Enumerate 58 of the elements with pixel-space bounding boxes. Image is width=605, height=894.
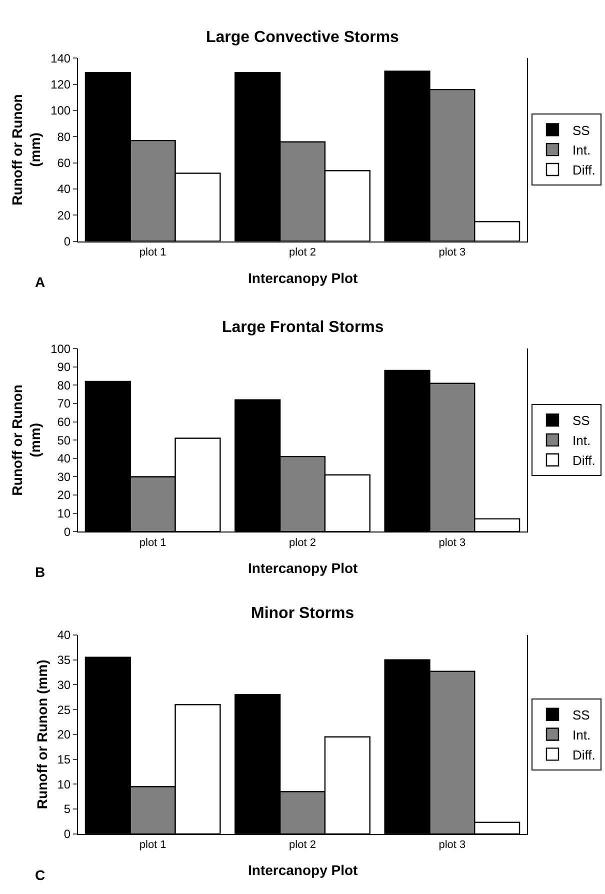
y-tick-label: 30 bbox=[57, 678, 71, 692]
legend-label: Diff. bbox=[572, 747, 596, 762]
y-axis-title: Runoff or Runon (mm) bbox=[8, 94, 44, 206]
y-tick-label: 40 bbox=[57, 452, 71, 466]
y-tick-label: 0 bbox=[64, 234, 71, 248]
y-tick-label: 90 bbox=[57, 360, 71, 374]
legend-label: Diff. bbox=[572, 162, 596, 178]
chart-title: Minor Storms bbox=[251, 605, 354, 622]
y-tick-label: 20 bbox=[57, 208, 71, 222]
y-tick-label: 120 bbox=[50, 78, 71, 92]
x-axis-title: Intercanopy Plot bbox=[248, 862, 358, 878]
x-tick-label: plot 3 bbox=[438, 536, 466, 549]
chart-title: Large Convective Storms bbox=[206, 29, 400, 46]
y-tick-label: 10 bbox=[57, 777, 71, 792]
x-tick-label: plot 1 bbox=[139, 246, 166, 258]
text: C bbox=[35, 867, 46, 883]
y-tick-label: 80 bbox=[57, 130, 71, 144]
legend-label: Int. bbox=[572, 433, 591, 448]
legend-label: SS bbox=[572, 413, 590, 428]
legend-label: SS bbox=[572, 707, 590, 722]
y-tick-label: 60 bbox=[57, 414, 71, 429]
y-tick-label: 0 bbox=[64, 524, 71, 539]
y-tick-label: 15 bbox=[57, 752, 71, 766]
legend-label: Diff. bbox=[572, 452, 596, 468]
x-tick-label: plot 2 bbox=[289, 839, 316, 852]
legend-label: SS bbox=[572, 122, 590, 138]
y-axis-title: Runoff or Runon (mm) bbox=[8, 384, 44, 496]
x-axis-title: Intercanopy Plot bbox=[248, 270, 358, 286]
x-tick-label: plot 3 bbox=[438, 839, 466, 852]
text: A bbox=[35, 274, 46, 290]
y-tick-label: 50 bbox=[57, 433, 71, 448]
y-tick-label: 70 bbox=[57, 396, 71, 411]
x-tick-label: plot 3 bbox=[438, 246, 466, 258]
text: B bbox=[35, 564, 46, 580]
y-axis-title: Runoff or Runon (mm) bbox=[34, 660, 50, 810]
y-tick-label: 20 bbox=[57, 728, 71, 742]
y-tick-label: 30 bbox=[57, 470, 71, 484]
y-tick-label: 25 bbox=[57, 702, 71, 717]
x-tick-label: plot 1 bbox=[139, 536, 166, 549]
y-tick-label: 60 bbox=[57, 156, 71, 170]
y-tick-label: 0 bbox=[64, 827, 71, 842]
chart-title: Large Frontal Storms bbox=[222, 319, 384, 336]
legend-label: Int. bbox=[572, 727, 591, 742]
y-tick-label: 40 bbox=[57, 182, 71, 196]
y-tick-label: 40 bbox=[57, 628, 71, 642]
x-tick-label: plot 2 bbox=[289, 536, 316, 549]
legend-label: Int. bbox=[572, 142, 591, 158]
y-tick-label: 35 bbox=[57, 653, 71, 668]
x-tick-label: plot 2 bbox=[289, 246, 316, 258]
y-tick-label: 80 bbox=[57, 378, 71, 392]
y-tick-label: 5 bbox=[64, 802, 71, 816]
y-tick-label: 100 bbox=[50, 342, 71, 356]
x-tick-label: plot 1 bbox=[139, 839, 166, 852]
y-tick-label: 100 bbox=[50, 104, 71, 118]
x-axis-title: Intercanopy Plot bbox=[248, 560, 358, 576]
y-tick-label: 10 bbox=[57, 506, 71, 521]
y-tick-label: 20 bbox=[57, 488, 71, 502]
y-tick-label: 140 bbox=[50, 51, 71, 66]
